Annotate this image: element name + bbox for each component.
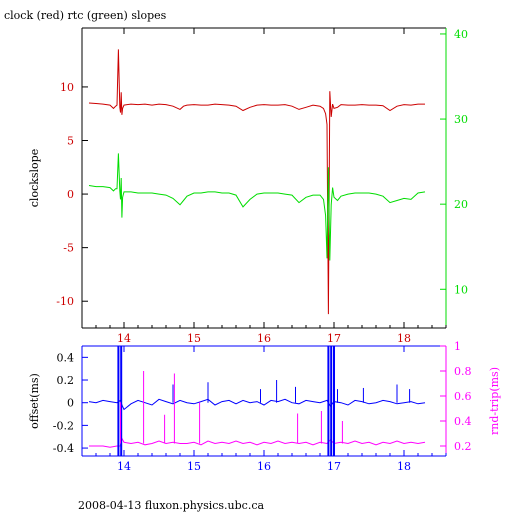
y2-axis-label: rnd-trip(ms) (488, 367, 501, 435)
y2-tick-label: 1 (454, 340, 461, 353)
x-tick-label: 17 (327, 460, 341, 473)
y2-tick-label: 0.4 (454, 415, 472, 428)
x-tick-label: 18 (397, 332, 411, 345)
y-axis-label: clockslope (28, 149, 41, 207)
series-line (88, 49, 425, 315)
x-tick-label: 18 (397, 460, 411, 473)
y-tick-label: 0 (67, 188, 74, 201)
x-tick-label: 16 (257, 332, 271, 345)
series-line (88, 398, 426, 411)
x-tick-label: 15 (187, 332, 201, 345)
y2-tick-label: 0.6 (454, 390, 472, 403)
x-tick-label: 17 (327, 332, 341, 345)
y-tick-label: -10 (56, 295, 74, 308)
y-tick-label: 5 (67, 135, 74, 148)
y-tick-label: 10 (60, 81, 74, 94)
y-axis-label: offset(ms) (28, 373, 41, 429)
y-tick-label: 0 (67, 397, 74, 410)
x-tick-label: 14 (117, 460, 131, 473)
y2-tick-label: 10 (454, 283, 468, 296)
y-tick-label: 0.2 (57, 374, 75, 387)
y2-tick-label: 0.2 (454, 440, 472, 453)
y2-tick-label: 30 (454, 113, 468, 126)
x-tick-label: 16 (257, 460, 271, 473)
x-tick-label: 14 (117, 332, 131, 345)
y-tick-label: -0.2 (53, 419, 74, 432)
series-line (89, 437, 426, 448)
series-line (88, 153, 426, 261)
footer-label: 2008-04-13 fluxon.physics.ubc.ca (78, 499, 264, 512)
y-tick-label: -5 (63, 242, 74, 255)
top-chart: 14 15 16 17 18 -10 -5 0 5 10 10 20 30 40 clockslope (28, 27, 468, 345)
y-tick-label: 0.4 (57, 351, 75, 364)
y2-tick-label: 0.8 (454, 365, 472, 378)
x-tick-label: 15 (187, 460, 201, 473)
y2-tick-label: 20 (454, 198, 468, 211)
bottom-chart: 14 15 16 17 18 -0.4 -0.2 0 0.2 0.4 0.2 0.4 0.6 0.8 1 of… (28, 340, 501, 473)
y-tick-label: -0.4 (53, 442, 74, 455)
y2-tick-label: 40 (454, 28, 468, 41)
chart-title: clock (red) rtc (green) slopes (4, 9, 167, 22)
